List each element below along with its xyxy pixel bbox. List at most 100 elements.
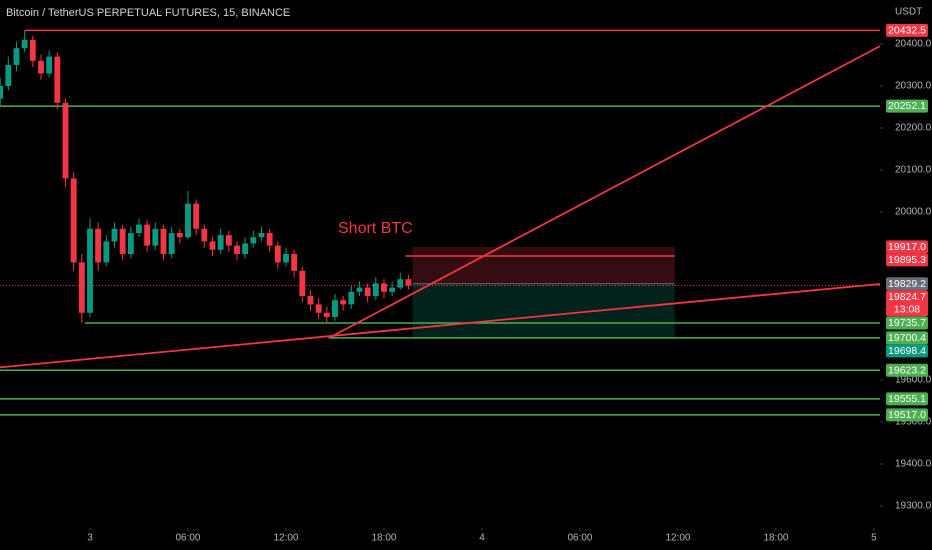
price-tag-label: 19555.1 bbox=[888, 393, 926, 405]
price-tag-label: 19735.7 bbox=[888, 317, 926, 329]
candle-body bbox=[136, 224, 142, 234]
target-zone bbox=[412, 283, 675, 339]
candle-body bbox=[315, 304, 322, 313]
price-tag bbox=[886, 363, 928, 377]
candle-body bbox=[299, 270, 306, 297]
candle-body bbox=[250, 237, 257, 244]
candle-body bbox=[29, 39, 36, 61]
y-axis-unit: USDT bbox=[895, 7, 922, 18]
candle-body bbox=[381, 283, 387, 292]
y-tick-label: 19300.0 bbox=[895, 501, 932, 512]
trend-line bbox=[328, 45, 881, 339]
candle-body bbox=[62, 102, 69, 179]
candle-body bbox=[70, 178, 77, 263]
candle-body bbox=[291, 254, 298, 271]
price-tag-label: 20252.1 bbox=[888, 100, 926, 112]
plot-area bbox=[0, 29, 881, 416]
candle-body bbox=[340, 300, 347, 305]
candle-body bbox=[78, 262, 85, 313]
price-tag bbox=[886, 240, 928, 254]
y-tick-label: 20300.0 bbox=[895, 81, 932, 92]
x-tick-label: 12:00 bbox=[665, 533, 690, 544]
candle-body bbox=[13, 48, 20, 66]
price-tag bbox=[886, 290, 928, 317]
candle-body bbox=[274, 245, 281, 263]
price-tag bbox=[886, 344, 928, 358]
candle-body bbox=[54, 56, 61, 103]
x-tick-label: 4 bbox=[479, 533, 485, 544]
annotation: Short BTC bbox=[338, 220, 413, 237]
candle-body bbox=[356, 287, 363, 292]
price-tag bbox=[886, 392, 928, 406]
candle-body bbox=[364, 287, 371, 297]
candle-body bbox=[144, 224, 151, 246]
price-tag bbox=[886, 277, 928, 291]
x-tick-label: 18:00 bbox=[371, 533, 396, 544]
candle-body bbox=[307, 296, 314, 305]
candle-body bbox=[111, 228, 118, 242]
candle-body bbox=[332, 300, 338, 318]
candle-body bbox=[283, 254, 289, 263]
candle-body bbox=[119, 228, 126, 255]
candle-body bbox=[193, 203, 200, 229]
price-tag bbox=[886, 253, 928, 267]
price-tag-label: 19700.4 bbox=[888, 332, 926, 344]
candle-body bbox=[405, 279, 412, 286]
price-tag bbox=[886, 408, 928, 422]
candle-body bbox=[209, 241, 216, 250]
x-tick-label: 5 bbox=[871, 533, 877, 544]
candle-body bbox=[87, 228, 93, 313]
price-tag bbox=[886, 23, 928, 37]
candle-body bbox=[5, 65, 12, 87]
y-tick-label: 19600.0 bbox=[895, 375, 932, 386]
candle-body bbox=[176, 233, 183, 238]
candle-body bbox=[127, 233, 134, 255]
candle-body bbox=[95, 228, 102, 263]
candle-body bbox=[0, 86, 4, 99]
stop-zone bbox=[412, 246, 675, 284]
y-tick-label: 20200.0 bbox=[895, 123, 932, 134]
candle-body bbox=[372, 283, 379, 297]
candle-body bbox=[242, 243, 249, 255]
candle-body bbox=[323, 312, 330, 318]
countdown: 13:08 bbox=[894, 304, 920, 316]
candle-body bbox=[152, 228, 159, 246]
candle-body bbox=[168, 233, 175, 255]
price-tag bbox=[886, 331, 928, 345]
candle-body bbox=[21, 39, 28, 49]
price-tag-label: 19917.0 bbox=[888, 241, 926, 253]
candle-body bbox=[201, 228, 208, 242]
y-tick-label: 19500.0 bbox=[895, 417, 932, 428]
price-tag-label: 20432.5 bbox=[888, 24, 926, 36]
candle-body bbox=[38, 60, 44, 74]
price-tag-label: 19698.4 bbox=[888, 345, 926, 357]
x-tick-label: 06:00 bbox=[175, 533, 200, 544]
candle-body bbox=[348, 291, 355, 305]
y-tick-label: 20400.0 bbox=[895, 39, 932, 50]
chart-title: Bitcoin / TetherUS PERPETUAL FUTURES, 15… bbox=[6, 7, 290, 19]
candle-body bbox=[266, 233, 273, 246]
price-tag-label: 19824.7 bbox=[888, 291, 926, 303]
x-tick-label: 12:00 bbox=[273, 533, 298, 544]
candle-body bbox=[225, 235, 232, 246]
price-tag-label: 19623.2 bbox=[888, 364, 926, 376]
price-tag bbox=[886, 316, 928, 330]
price-tag-label: 19517.0 bbox=[888, 409, 926, 421]
candle-body bbox=[258, 233, 265, 238]
y-tick-label: 19400.0 bbox=[895, 459, 932, 470]
candle-body bbox=[185, 203, 191, 238]
candle-body bbox=[103, 241, 110, 263]
y-tick-label: 20100.0 bbox=[895, 165, 932, 176]
candle-body bbox=[217, 235, 224, 250]
candle-body bbox=[160, 228, 167, 255]
y-tick-label: 20000.0 bbox=[895, 207, 932, 218]
x-tick-label: 3 bbox=[87, 533, 93, 544]
price-tag-label: 19829.2 bbox=[888, 278, 926, 290]
price-tag-label: 19895.3 bbox=[888, 254, 926, 266]
candle-body bbox=[397, 279, 404, 288]
candle-body bbox=[46, 56, 53, 74]
candle-body bbox=[234, 245, 240, 255]
